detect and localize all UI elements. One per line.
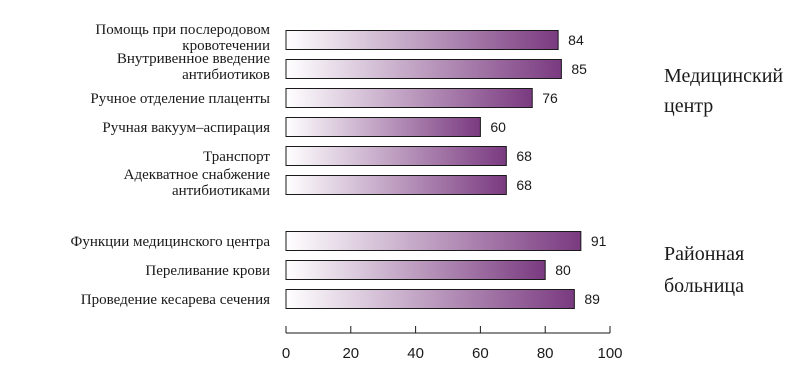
- category-label: Транспорт: [203, 149, 270, 165]
- x-tick-label: 100: [597, 345, 622, 362]
- category-label: Ручная вакуум–аспирация: [102, 120, 270, 136]
- x-tick-label: 20: [342, 345, 359, 362]
- value-labels: 84 85 76 60 68 68 91 80 89: [490, 32, 606, 307]
- value-label: 91: [591, 233, 607, 249]
- category-label: Адекватное снабжение антибиотиками: [124, 167, 271, 199]
- value-label: 89: [584, 291, 600, 307]
- x-tick-label: 60: [472, 345, 489, 362]
- value-label: 76: [542, 90, 558, 106]
- x-tick-label: 40: [407, 345, 424, 362]
- category-label: Внутривенное введение антибиотиков: [117, 51, 270, 83]
- x-tick-label: 80: [537, 345, 554, 362]
- x-tick-label: 0: [282, 345, 290, 362]
- category-labels: Помощь при послеродовом кровотеченииВнутр…: [70, 22, 270, 308]
- bar-1-2: [285, 289, 575, 309]
- x-axis: 0 20 40 60 80 100: [282, 326, 623, 362]
- category-label: Проведение кесарева сечения: [81, 292, 270, 308]
- group-label: Медицинский центр: [664, 65, 783, 117]
- bar-0-1: [285, 59, 562, 79]
- bar-1-1: [285, 260, 546, 280]
- bar-0-3: [285, 117, 481, 137]
- value-label: 60: [490, 119, 506, 135]
- group-label: Районная больница: [664, 243, 744, 297]
- value-label: 80: [555, 262, 571, 278]
- group-labels: Медицинский центр Районная больница: [664, 65, 783, 297]
- category-label: Переливание крови: [145, 263, 270, 279]
- bar-0-5: [285, 175, 507, 195]
- bar-0-4: [285, 146, 507, 166]
- category-label: Ручное отделение плаценты: [90, 91, 270, 107]
- bar-1-0: [285, 231, 582, 251]
- value-label: 68: [516, 148, 532, 164]
- value-label: 85: [571, 61, 587, 77]
- bar-0-0: [285, 30, 559, 50]
- category-label: Функции медицинского центра: [70, 234, 270, 250]
- value-label: 68: [516, 177, 532, 193]
- category-label: Помощь при послеродовом кровотечении: [95, 22, 270, 54]
- bar-0-2: [285, 88, 533, 108]
- value-label: 84: [568, 32, 584, 48]
- bars-layer: [285, 30, 582, 309]
